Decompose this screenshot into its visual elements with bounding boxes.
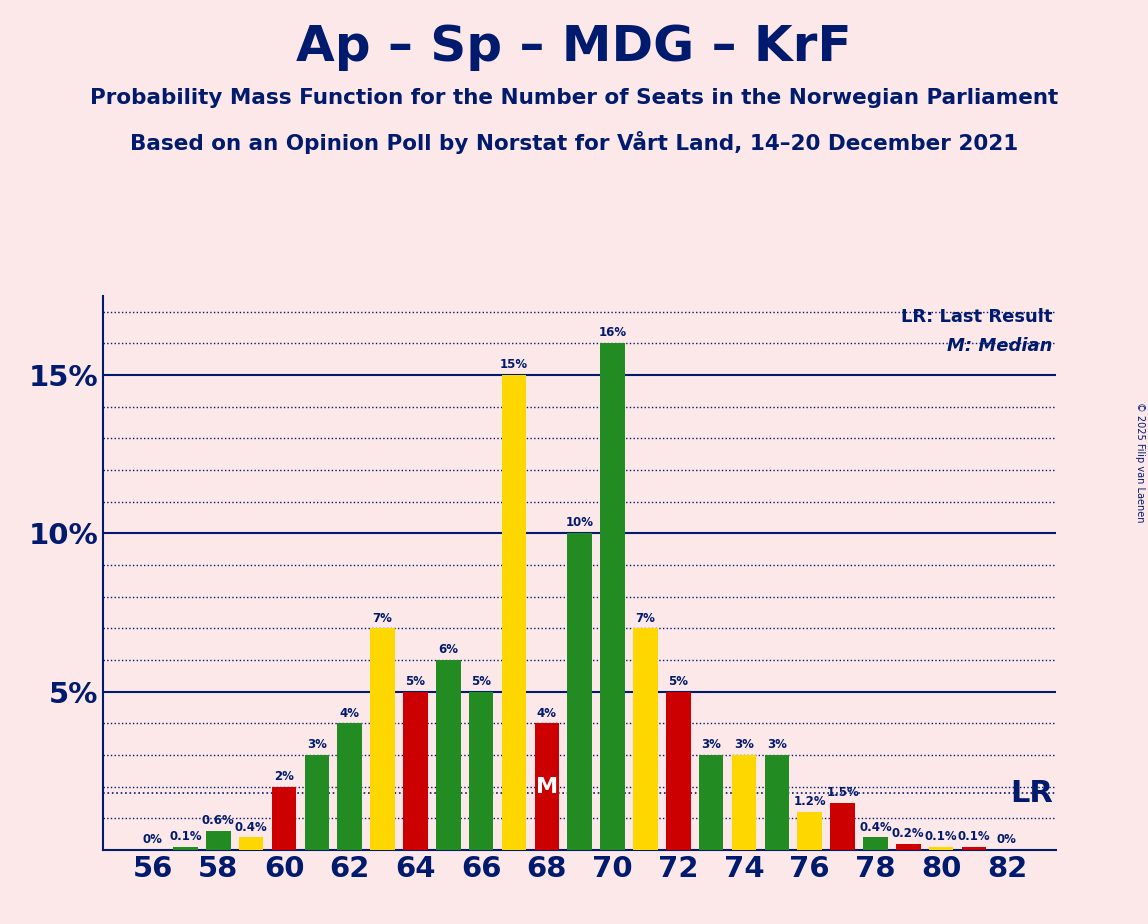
Text: 5%: 5% bbox=[405, 675, 426, 687]
Bar bbox=[830, 803, 855, 850]
Bar bbox=[699, 755, 723, 850]
Text: 3%: 3% bbox=[767, 738, 786, 751]
Bar bbox=[403, 692, 428, 850]
Bar bbox=[173, 847, 197, 850]
Bar bbox=[895, 844, 921, 850]
Text: M: Median: M: Median bbox=[947, 337, 1053, 355]
Text: M: M bbox=[536, 777, 558, 796]
Text: Ap – Sp – MDG – KrF: Ap – Sp – MDG – KrF bbox=[296, 23, 852, 71]
Text: 15%: 15% bbox=[501, 359, 528, 371]
Text: © 2025 Filip van Laenen: © 2025 Filip van Laenen bbox=[1135, 402, 1145, 522]
Bar bbox=[600, 343, 625, 850]
Bar bbox=[205, 831, 231, 850]
Bar bbox=[436, 660, 460, 850]
Text: 1.2%: 1.2% bbox=[793, 796, 827, 808]
Text: 5%: 5% bbox=[668, 675, 689, 687]
Bar bbox=[863, 837, 887, 850]
Text: 6%: 6% bbox=[439, 643, 458, 656]
Text: 7%: 7% bbox=[373, 612, 393, 625]
Bar bbox=[731, 755, 757, 850]
Text: 4%: 4% bbox=[340, 707, 359, 720]
Bar bbox=[338, 723, 362, 850]
Text: 0.1%: 0.1% bbox=[169, 830, 202, 843]
Text: 0.1%: 0.1% bbox=[925, 830, 957, 843]
Bar bbox=[634, 628, 658, 850]
Text: 2%: 2% bbox=[274, 770, 294, 783]
Text: 7%: 7% bbox=[636, 612, 656, 625]
Bar bbox=[468, 692, 494, 850]
Text: 3%: 3% bbox=[307, 738, 327, 751]
Text: 10%: 10% bbox=[566, 517, 594, 529]
Bar bbox=[502, 375, 526, 850]
Text: 4%: 4% bbox=[537, 707, 557, 720]
Bar bbox=[272, 786, 296, 850]
Bar bbox=[535, 723, 559, 850]
Text: Probability Mass Function for the Number of Seats in the Norwegian Parliament: Probability Mass Function for the Number… bbox=[90, 88, 1058, 108]
Bar bbox=[929, 847, 954, 850]
Text: Based on an Opinion Poll by Norstat for Vårt Land, 14–20 December 2021: Based on an Opinion Poll by Norstat for … bbox=[130, 131, 1018, 154]
Bar bbox=[962, 847, 986, 850]
Text: 1.5%: 1.5% bbox=[827, 785, 859, 798]
Bar bbox=[239, 837, 264, 850]
Bar bbox=[765, 755, 789, 850]
Bar bbox=[798, 812, 822, 850]
Bar bbox=[666, 692, 691, 850]
Text: 0.4%: 0.4% bbox=[859, 821, 892, 833]
Bar bbox=[304, 755, 329, 850]
Bar bbox=[567, 533, 592, 850]
Text: 0.6%: 0.6% bbox=[202, 814, 234, 827]
Text: 0.4%: 0.4% bbox=[235, 821, 267, 833]
Text: LR: LR bbox=[1010, 779, 1053, 808]
Text: 0.1%: 0.1% bbox=[957, 830, 991, 843]
Text: 0%: 0% bbox=[996, 833, 1017, 846]
Text: 5%: 5% bbox=[471, 675, 491, 687]
Text: 0.2%: 0.2% bbox=[892, 827, 924, 840]
Text: 0%: 0% bbox=[142, 833, 163, 846]
Bar bbox=[371, 628, 395, 850]
Text: 3%: 3% bbox=[734, 738, 754, 751]
Text: LR: Last Result: LR: Last Result bbox=[901, 309, 1053, 326]
Text: 16%: 16% bbox=[598, 326, 627, 339]
Text: 3%: 3% bbox=[701, 738, 721, 751]
